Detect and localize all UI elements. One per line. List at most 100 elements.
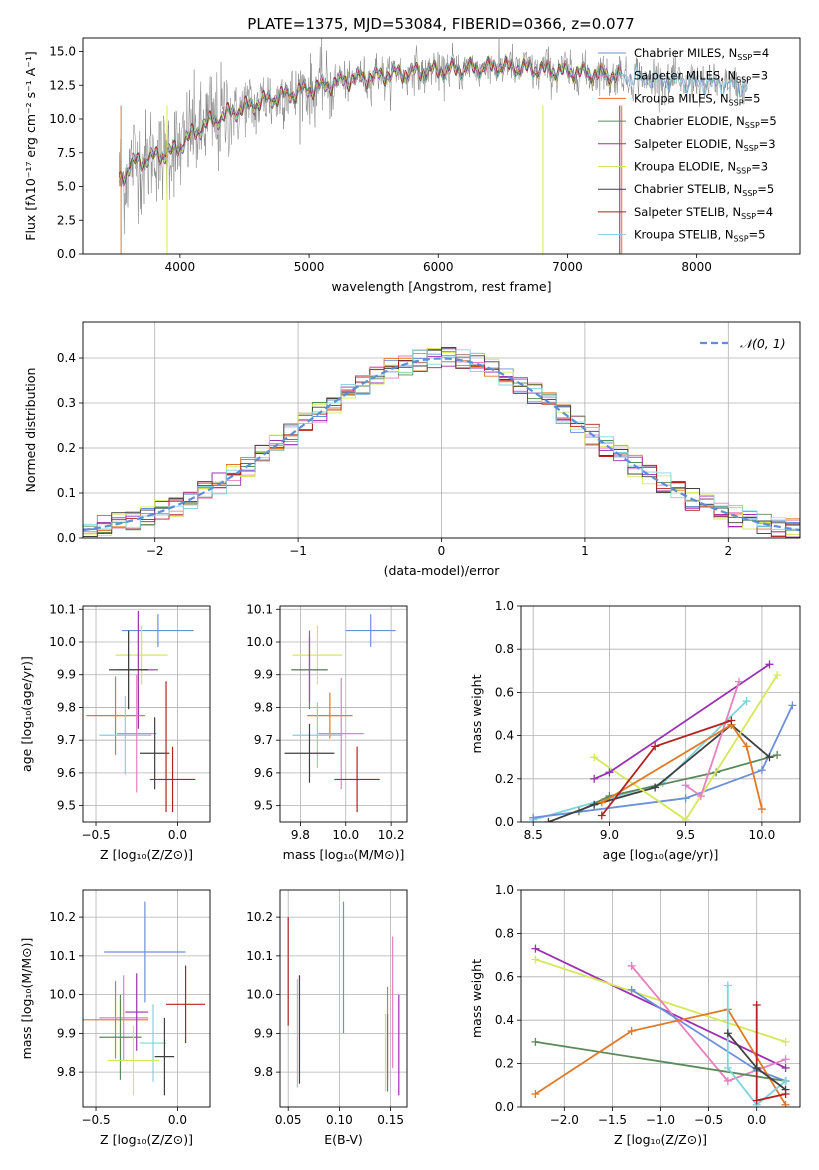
- tick-label-y: 1.0: [495, 599, 514, 613]
- tick-label-x: −1.5: [598, 1113, 627, 1127]
- tick-label-x: 8000: [681, 260, 712, 274]
- mass-weight-line: [578, 754, 778, 813]
- tick-label-x: 9.8: [291, 828, 310, 842]
- mass-weight-marker: [723, 1063, 732, 1072]
- tick-label-y: 0.8: [495, 926, 514, 940]
- legend-entry: Kroupa MILES, NSSP=5: [634, 91, 760, 107]
- panel-mass-vs-Z: −0.5 0.0 9.8 9.9 10.0 10.1 10.2 Z [log₁₀(Z/Z⊙)]…: [19, 889, 211, 1147]
- tick-label-y: 9.8: [254, 700, 273, 714]
- tick-label-x: −0.5: [694, 1113, 723, 1127]
- errorbar-point: [104, 901, 186, 1003]
- mass-weight-marker: [529, 813, 538, 822]
- mass-weight-line: [593, 663, 771, 780]
- tick-label-x: 2: [724, 544, 732, 558]
- plot-area: [280, 890, 407, 1107]
- tick-label-y: 9.5: [254, 799, 273, 813]
- tick-label-x: 0.0: [168, 828, 187, 842]
- mass-weight-line: [601, 723, 763, 810]
- errorbar-point: [307, 692, 353, 739]
- tick-label-y: 0.0: [495, 1100, 514, 1114]
- tick-label-y: 0.2: [57, 441, 76, 455]
- tick-label-x: 6000: [423, 260, 454, 274]
- tick-label-y: 10.0: [49, 988, 76, 1002]
- tick-label-y: 10.1: [49, 949, 76, 963]
- legend-entry: Chabrier STELIB, NSSP=5: [634, 182, 774, 198]
- axes-frame: [82, 321, 801, 539]
- mass-weight-line: [726, 985, 787, 1107]
- tick-label-y: 7.5: [57, 146, 76, 160]
- mass-weight-marker: [544, 818, 553, 822]
- model-spectrum-line: [118, 57, 749, 187]
- normal-curve: [83, 357, 800, 532]
- tick-label-y: 9.8: [254, 1065, 273, 1079]
- plot-area: [521, 890, 800, 1107]
- tick-label-x: 5000: [294, 260, 325, 274]
- tick-label-y: 9.8: [57, 700, 76, 714]
- axes-frame: [520, 889, 801, 1108]
- tick-label-y: 9.6: [254, 766, 273, 780]
- mass-weight-marker: [788, 701, 797, 710]
- legend-entry: Kroupa ELODIE, NSSP=3: [634, 160, 768, 176]
- panel-age-vs-Z: −0.5 0.0 9.5 9.6 9.7 9.8 9.9 10.0 10.1 Z [log₁₀(Z…: [19, 602, 211, 862]
- mass-weight-line: [535, 1041, 786, 1082]
- mass-weight-marker: [757, 805, 766, 814]
- tick-label-y: 9.9: [254, 668, 273, 682]
- legend-entry: Salpeter ELODIE, NSSP=3: [634, 137, 776, 153]
- plot-area: [521, 606, 800, 822]
- mass-weight-marker: [727, 716, 736, 725]
- axes-frame: [82, 605, 211, 823]
- errorbar-point: [99, 696, 152, 775]
- legend-entry: Chabrier MILES, NSSP=4: [634, 46, 769, 62]
- errorbar-point: [154, 1017, 175, 1096]
- errorbar-point: [107, 1025, 160, 1096]
- mass-weight-line: [532, 700, 748, 821]
- plot-area: [83, 890, 210, 1107]
- errorbar-point: [139, 717, 170, 790]
- tick-label-y: 0.2: [495, 772, 514, 786]
- panel-mass-vs-EBV: 0.05 0.10 0.15 9.8 9.9 10.0 10.1 10.2 E(B-V): [246, 889, 408, 1147]
- tick-label-y: 0.8: [495, 642, 514, 656]
- mass-weight-marker: [781, 1085, 790, 1094]
- tick-label-y: 0.1: [57, 486, 76, 500]
- mass-weight-marker: [627, 961, 636, 970]
- errorbar-point: [345, 614, 396, 647]
- errorbar-point: [83, 981, 149, 1059]
- tick-label-y: 9.7: [57, 733, 76, 747]
- tick-label-y: 9.5: [57, 799, 76, 813]
- tick-label-x: 0: [438, 544, 446, 558]
- mass-weight-marker: [781, 1055, 790, 1064]
- mass-weight-marker: [696, 792, 705, 801]
- tick-label-y: 9.7: [254, 733, 273, 747]
- tick-label-y: 10.0: [246, 635, 273, 649]
- mass-weight-marker: [597, 811, 606, 820]
- errorbar-point: [149, 746, 196, 813]
- plot-area: [280, 606, 407, 822]
- mass-weight-marker: [627, 985, 636, 994]
- mass-weight-marker: [531, 1037, 540, 1046]
- axes-frame: [520, 605, 801, 823]
- tick-label-y: 12.5: [49, 78, 76, 92]
- model-spectrum-line: [118, 58, 622, 187]
- mass-weight-line: [533, 705, 794, 819]
- y-axis-label: mass [log₁₀(M/M⊙)]: [19, 938, 34, 1060]
- errorbar-point: [125, 973, 149, 1051]
- tick-label-x: 9.5: [676, 828, 695, 842]
- tick-label-y: 10.1: [49, 602, 76, 616]
- tick-label-y: 0.0: [57, 247, 76, 261]
- tick-label-y: 10.0: [49, 635, 76, 649]
- mass-weight-marker: [765, 660, 774, 669]
- mass-weight-marker: [681, 781, 690, 790]
- tick-label-y: 10.1: [246, 949, 273, 963]
- y-axis-label: age [log₁₀(age/yr)]: [19, 656, 34, 772]
- errorbar-point: [117, 674, 157, 793]
- tick-label-y: 10.0: [246, 988, 273, 1002]
- errorbar-point: [86, 676, 145, 755]
- x-axis-label: Z [log₁₀(Z/Z⊙)]: [100, 847, 193, 862]
- mass-weight-marker: [781, 1100, 790, 1107]
- mass-weight-marker: [765, 753, 774, 762]
- errorbar-point: [122, 614, 194, 647]
- tick-label-x: 9.0: [600, 828, 619, 842]
- tick-label-y: 0.6: [495, 685, 514, 699]
- mass-weight-marker: [597, 798, 606, 807]
